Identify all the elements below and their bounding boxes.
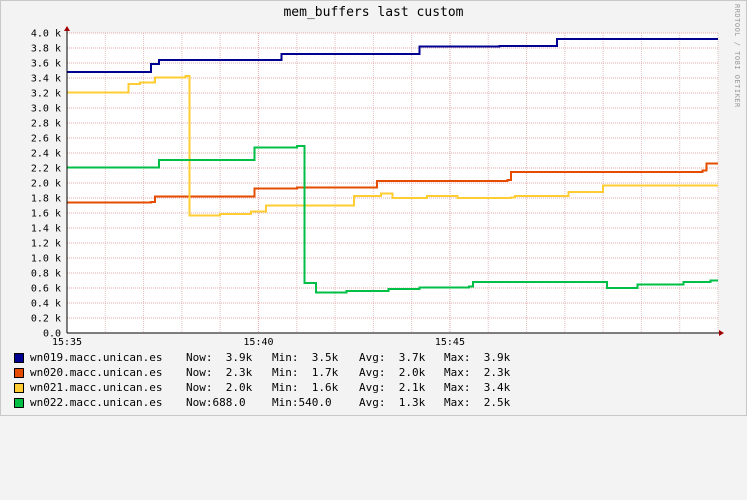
y-tick-label: 0.6 k: [31, 284, 61, 295]
legend-row: wn021.macc.unican.es Now: 2.0k Min: 1.6k…: [14, 381, 510, 396]
legend-series-name: wn022.macc.unican.es: [30, 396, 163, 409]
legend-swatch: [14, 398, 24, 408]
y-tick-label: 1.8 k: [31, 194, 61, 205]
legend-swatch: [14, 383, 24, 393]
y-tick-label: 0.8 k: [31, 269, 61, 280]
x-tick-label: 15:35: [52, 337, 82, 348]
y-tick-label: 1.4 k: [31, 224, 61, 235]
y-tick-label: 0.2 k: [31, 314, 61, 325]
y-tick-label: 2.0 k: [31, 179, 61, 190]
legend-now: Now: 2.0k: [186, 381, 253, 394]
x-axis-arrow: [719, 330, 724, 336]
legend-swatch: [14, 353, 24, 363]
legend-row: wn022.macc.unican.es Now:688.0 Min:540.0…: [14, 396, 510, 411]
y-tick-label: 3.4 k: [31, 74, 61, 85]
y-tick-label: 2.4 k: [31, 149, 61, 160]
y-tick-label: 2.2 k: [31, 164, 61, 175]
y-tick-label: 1.0 k: [31, 254, 61, 265]
legend-avg: Avg: 2.1k: [359, 381, 426, 394]
x-tick-label: 15:45: [435, 337, 465, 348]
legend-max: Max: 3.9k: [444, 351, 511, 364]
legend-avg: Avg: 3.7k: [359, 351, 426, 364]
legend-min: Min: 3.5k: [272, 351, 339, 364]
series-line: [67, 145, 718, 294]
legend-min: Min: 1.6k: [272, 381, 339, 394]
y-tick-label: 1.2 k: [31, 239, 61, 250]
legend-row: wn020.macc.unican.es Now: 2.3k Min: 1.7k…: [14, 366, 510, 381]
legend-now: Now:688.0: [186, 396, 246, 409]
legend-row: wn019.macc.unican.es Now: 3.9k Min: 3.5k…: [14, 351, 510, 366]
y-axis-arrow: [64, 26, 70, 31]
y-tick-label: 3.2 k: [31, 89, 61, 100]
chart-canvas: 0.0 0.2 k 0.4 k 0.6 k 0.8 k 1.0 k 1.2 k 1.4 k 1.…: [31, 26, 724, 348]
series-line: [67, 38, 718, 73]
legend-series-name: wn021.macc.unican.es: [30, 381, 163, 394]
legend-max: Max: 2.3k: [444, 366, 511, 379]
legend-max: Max: 2.5k: [444, 396, 511, 409]
legend-now: Now: 3.9k: [186, 351, 253, 364]
chart-title: mem_buffers last custom: [283, 5, 464, 20]
legend-min: Min:540.0: [272, 396, 332, 409]
y-tick-label: 3.8 k: [31, 44, 61, 55]
legend-now: Now: 2.3k: [186, 366, 253, 379]
y-tick-label: 3.6 k: [31, 59, 61, 70]
y-tick-label: 3.0 k: [31, 104, 61, 115]
rrdtool-watermark: RRDTOOL / TOBI OETIKER: [733, 4, 741, 108]
y-tick-label: 1.6 k: [31, 209, 61, 220]
legend-swatch: [14, 368, 24, 378]
y-tick-label: 0.0: [43, 329, 61, 340]
series-line: [67, 162, 718, 204]
y-tick-label: 0.4 k: [31, 299, 61, 310]
x-tick-label: 15:40: [243, 337, 273, 348]
legend-min: Min: 1.7k: [272, 366, 339, 379]
legend-avg: Avg: 2.0k: [359, 366, 426, 379]
y-tick-label: 2.6 k: [31, 134, 61, 145]
legend-series-name: wn019.macc.unican.es: [30, 351, 163, 364]
y-tick-label: 4.0 k: [31, 29, 61, 40]
legend-avg: Avg: 1.3k: [359, 396, 426, 409]
series-line: [67, 74, 718, 217]
legend-series-name: wn020.macc.unican.es: [30, 366, 163, 379]
legend: wn019.macc.unican.es Now: 3.9k Min: 3.5k…: [14, 351, 510, 411]
y-tick-label: 2.8 k: [31, 119, 61, 130]
legend-max: Max: 3.4k: [444, 381, 511, 394]
